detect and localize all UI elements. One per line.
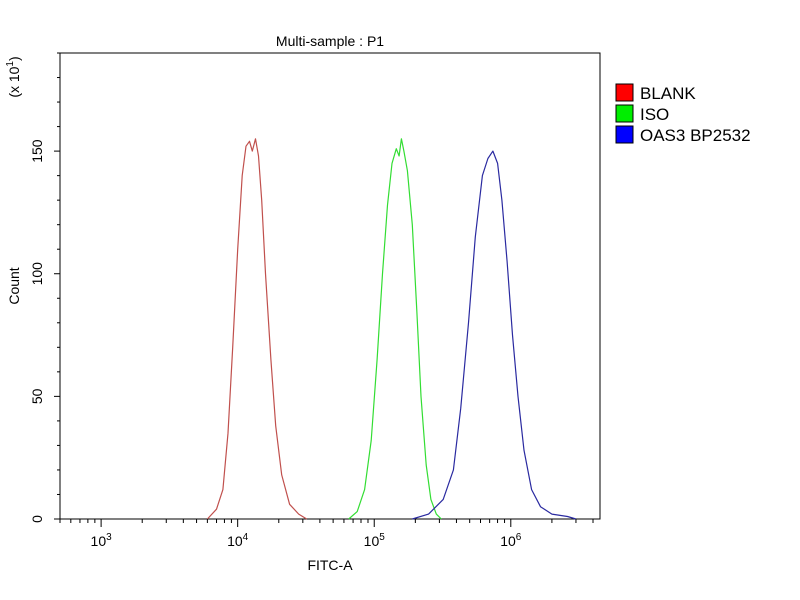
x-tick-label: 104 [227, 532, 249, 549]
x-axis-label: FITC-A [307, 557, 353, 573]
legend-label: ISO [640, 105, 669, 124]
y-axis-label: Count [6, 267, 22, 304]
y-tick-label: 50 [29, 388, 45, 404]
y-tick-label: 100 [29, 262, 45, 286]
legend-label: OAS3 BP2532 [640, 126, 751, 145]
legend-swatch [615, 104, 634, 123]
x-axis: 103 104 105 106 [59, 519, 594, 549]
y-axis-multiplier: (x 101) [5, 56, 22, 97]
x-tick-label: 103 [91, 532, 113, 549]
y-tick-label: 150 [29, 139, 45, 163]
y-tick-label: 0 [29, 515, 45, 523]
series-line-3 [412, 150, 577, 520]
series-line-2 [348, 138, 442, 520]
x-tick-label: 106 [500, 532, 522, 549]
series-layer [206, 138, 577, 520]
legend-swatch [615, 83, 634, 102]
legend-swatch [615, 125, 634, 144]
chart-title: Multi-sample : P1 [276, 33, 384, 49]
legend: BLANK ISO OAS3 BP2532 [615, 83, 751, 145]
plot-frame [59, 52, 601, 520]
y-axis: 0 50 100 150 [29, 52, 60, 523]
legend-label: BLANK [640, 84, 696, 103]
x-tick-label: 105 [364, 532, 386, 549]
series-line-1 [206, 138, 308, 520]
